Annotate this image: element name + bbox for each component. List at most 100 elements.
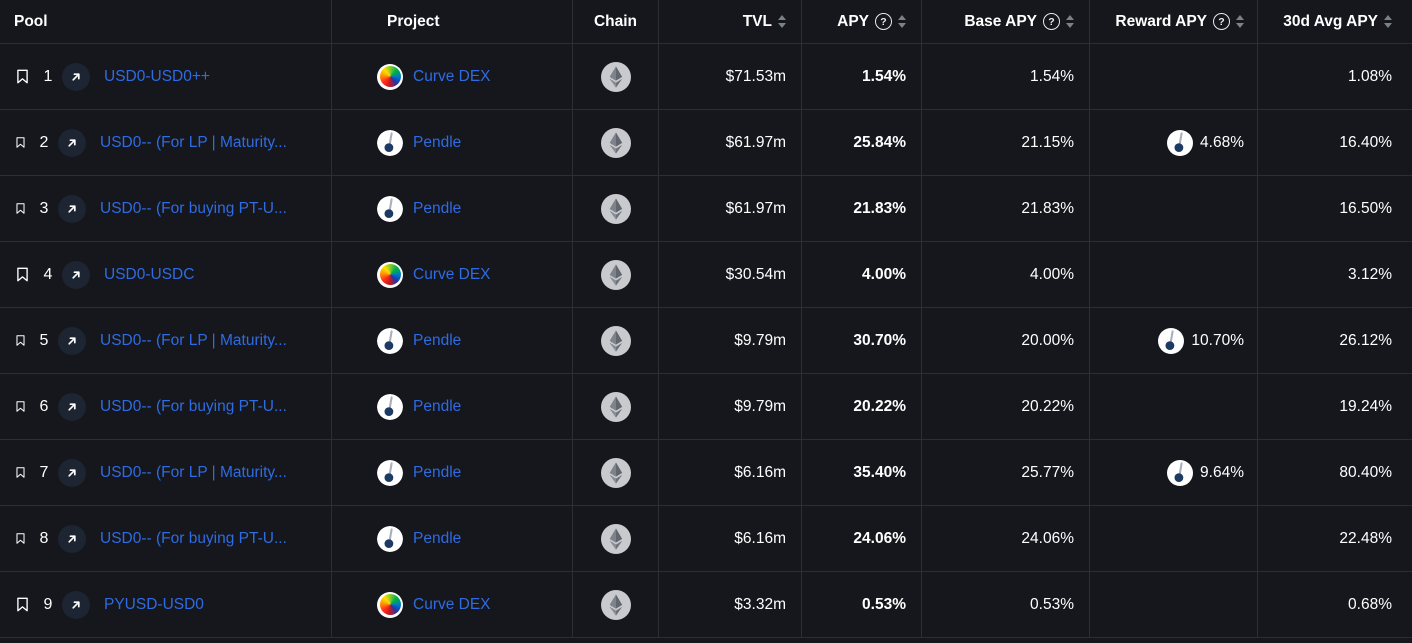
- tvl-value: $61.97m: [725, 199, 786, 217]
- table-body: 1 USD0-USD0++ Curve DEX $71.53m 1.54% 1.…: [0, 44, 1412, 638]
- curve-icon: [377, 261, 403, 288]
- project-link[interactable]: Pendle: [413, 199, 462, 217]
- base-apy-header-label: Base APY: [964, 12, 1037, 30]
- ethereum-icon[interactable]: [600, 391, 631, 422]
- ethereum-icon[interactable]: [600, 457, 631, 488]
- table-row: 6 USD0-- (For buying PT-U... Pendle $9.7…: [0, 374, 1412, 440]
- pool-link[interactable]: USD0-- (For LP | Maturity...: [100, 331, 287, 349]
- apy-cell: 35.40%: [802, 440, 922, 505]
- bookmark-icon: [16, 533, 25, 544]
- open-pool-button[interactable]: [58, 524, 86, 553]
- tvl-cell: $9.79m: [659, 374, 802, 439]
- bookmark-button[interactable]: [14, 465, 27, 480]
- avg-30d-apy-value: 16.50%: [1339, 199, 1392, 217]
- ethereum-icon[interactable]: [600, 127, 631, 158]
- project-link[interactable]: Curve DEX: [413, 265, 491, 283]
- pendle-icon: [377, 327, 403, 354]
- row-rank: 2: [39, 133, 49, 151]
- ethereum-icon[interactable]: [600, 61, 631, 92]
- pool-link[interactable]: USD0-USDC: [104, 265, 195, 283]
- open-pool-button[interactable]: [62, 62, 90, 91]
- tvl-cell: $30.54m: [659, 242, 802, 307]
- sort-icon[interactable]: [1066, 15, 1074, 28]
- project-cell: Pendle: [332, 440, 573, 505]
- reward-apy-cell: [1090, 242, 1258, 307]
- base-apy-value: 21.83%: [1021, 199, 1074, 217]
- base-apy-value: 0.53%: [1030, 595, 1074, 613]
- avg-30d-apy-cell: 26.12%: [1258, 308, 1412, 373]
- pool-link[interactable]: USD0-- (For buying PT-U...: [100, 529, 287, 547]
- pool-link[interactable]: USD0-- (For buying PT-U...: [100, 199, 287, 217]
- bookmark-button[interactable]: [14, 595, 31, 614]
- project-link[interactable]: Pendle: [413, 133, 462, 151]
- project-cell: Pendle: [332, 506, 573, 571]
- row-rank: 6: [39, 397, 49, 415]
- pool-cell: 3 USD0-- (For buying PT-U...: [0, 176, 332, 241]
- tvl-header-label: TVL: [742, 12, 772, 30]
- ethereum-icon[interactable]: [600, 589, 631, 620]
- tvl-cell: $61.97m: [659, 176, 802, 241]
- ethereum-icon[interactable]: [600, 259, 631, 290]
- open-pool-button[interactable]: [58, 392, 86, 421]
- column-header-30d-avg-apy[interactable]: 30d Avg APY: [1258, 0, 1412, 43]
- sort-icon[interactable]: [898, 15, 906, 28]
- ethereum-icon[interactable]: [600, 523, 631, 554]
- open-pool-button[interactable]: [62, 260, 90, 289]
- sort-icon[interactable]: [1236, 15, 1244, 28]
- bookmark-icon: [16, 137, 25, 148]
- avg-30d-apy-cell: 80.40%: [1258, 440, 1412, 505]
- table-row: 7 USD0-- (For LP | Maturity... Pendle $6…: [0, 440, 1412, 506]
- help-icon[interactable]: ?: [1213, 13, 1230, 30]
- bookmark-button[interactable]: [14, 333, 27, 348]
- bookmark-icon: [16, 203, 25, 214]
- base-apy-cell: 4.00%: [922, 242, 1090, 307]
- base-apy-cell: 1.54%: [922, 44, 1090, 109]
- pendle-icon: [377, 195, 403, 222]
- tvl-value: $6.16m: [734, 463, 786, 481]
- bookmark-button[interactable]: [14, 531, 27, 546]
- reward-apy-cell: 4.68%: [1090, 110, 1258, 175]
- table-header: Pool Project Chain TVL APY ? Base APY ?: [0, 0, 1412, 44]
- column-header-reward-apy[interactable]: Reward APY ?: [1090, 0, 1258, 43]
- pool-link[interactable]: PYUSD-USD0: [104, 595, 204, 613]
- bookmark-button[interactable]: [14, 265, 31, 284]
- sort-icon[interactable]: [1384, 15, 1392, 28]
- open-pool-button[interactable]: [58, 194, 86, 223]
- ethereum-icon[interactable]: [600, 193, 631, 224]
- pool-link[interactable]: USD0-USD0++: [104, 67, 210, 85]
- project-link[interactable]: Pendle: [413, 331, 462, 349]
- project-link[interactable]: Pendle: [413, 463, 462, 481]
- sort-icon[interactable]: [778, 15, 786, 28]
- avg-30d-apy-cell: 1.08%: [1258, 44, 1412, 109]
- help-icon[interactable]: ?: [1043, 13, 1060, 30]
- base-apy-value: 24.06%: [1021, 529, 1074, 547]
- open-pool-button[interactable]: [58, 128, 86, 157]
- pendle-icon: [377, 525, 403, 552]
- open-pool-button[interactable]: [62, 590, 90, 619]
- table-row: 8 USD0-- (For buying PT-U... Pendle $6.1…: [0, 506, 1412, 572]
- project-link[interactable]: Pendle: [413, 397, 462, 415]
- open-pool-button[interactable]: [58, 458, 86, 487]
- pool-link[interactable]: USD0-- (For LP | Maturity...: [100, 133, 287, 151]
- ethereum-icon[interactable]: [600, 325, 631, 356]
- pool-link[interactable]: USD0-- (For buying PT-U...: [100, 397, 287, 415]
- project-link[interactable]: Curve DEX: [413, 595, 491, 613]
- column-header-apy[interactable]: APY ?: [802, 0, 922, 43]
- pendle-reward-icon: [1158, 327, 1185, 354]
- bookmark-button[interactable]: [14, 67, 31, 86]
- project-link[interactable]: Curve DEX: [413, 67, 491, 85]
- bookmark-icon: [16, 335, 25, 346]
- table-row: 5 USD0-- (For LP | Maturity... Pendle $9…: [0, 308, 1412, 374]
- arrow-up-right-icon: [68, 468, 76, 477]
- project-link[interactable]: Pendle: [413, 529, 462, 547]
- bookmark-button[interactable]: [14, 135, 27, 150]
- column-header-base-apy[interactable]: Base APY ?: [922, 0, 1090, 43]
- bookmark-button[interactable]: [14, 201, 27, 216]
- help-icon[interactable]: ?: [875, 13, 892, 30]
- open-pool-button[interactable]: [58, 326, 86, 355]
- pool-link[interactable]: USD0-- (For LP | Maturity...: [100, 463, 287, 481]
- chain-cell: [573, 44, 659, 109]
- column-header-tvl[interactable]: TVL: [659, 0, 802, 43]
- arrow-up-right-icon: [68, 336, 76, 345]
- bookmark-button[interactable]: [14, 399, 27, 414]
